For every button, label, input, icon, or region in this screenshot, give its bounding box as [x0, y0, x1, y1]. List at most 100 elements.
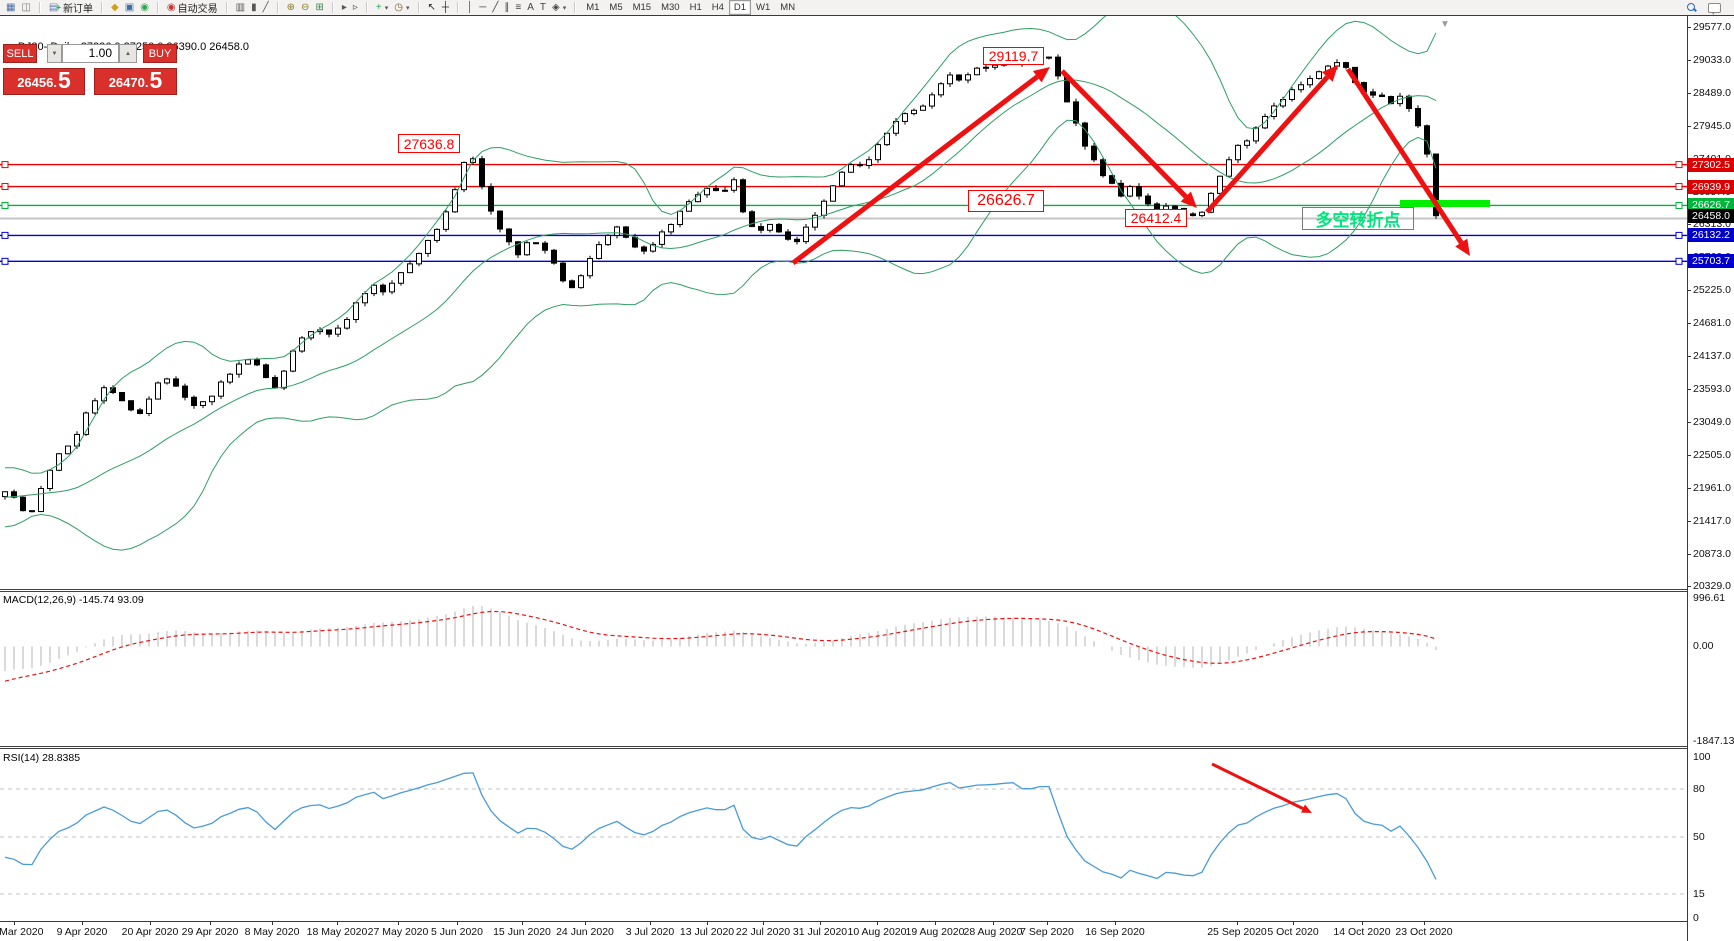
- zoom-in-icon[interactable]: ⊕: [284, 1, 298, 14]
- bull-bear-turning-point-label[interactable]: 多空转折点: [1302, 207, 1414, 230]
- new-chart-icon[interactable]: ▦: [3, 1, 18, 14]
- price-level-badge[interactable]: 27302.5: [1688, 157, 1734, 172]
- crosshair-icon[interactable]: ┼: [439, 1, 452, 14]
- date-axis-tick: [877, 922, 878, 925]
- price-pane[interactable]: [0, 16, 1687, 590]
- support-highlight-zone[interactable]: [1400, 200, 1490, 207]
- candle-body: [173, 378, 179, 387]
- trend-arrow-line[interactable]: [1205, 75, 1330, 214]
- buy-button[interactable]: BUY: [143, 44, 177, 63]
- timeframe-m1[interactable]: M1: [586, 2, 600, 13]
- shapes-icon[interactable]: ◈ ▾: [549, 1, 569, 14]
- sell-button[interactable]: SELL: [3, 44, 37, 63]
- horizontal-line-icon[interactable]: ─: [476, 1, 489, 14]
- line-handle-right[interactable]: [1675, 183, 1683, 191]
- zoom-out-icon[interactable]: ⊖: [298, 1, 312, 14]
- price-annotation[interactable]: 27636.8: [398, 134, 460, 153]
- line-handle-right[interactable]: [1675, 201, 1683, 209]
- add-indicator-icon-caret[interactable]: ▾: [384, 4, 389, 12]
- pane-divider-macd[interactable]: [0, 589, 1687, 592]
- auto-scroll-icon[interactable]: ▸: [339, 1, 350, 14]
- line-chart-icon[interactable]: ╱: [260, 1, 272, 14]
- price-level-badge[interactable]: 25703.7: [1688, 254, 1734, 269]
- line-handle-left[interactable]: [1, 183, 9, 191]
- volume-increase-button[interactable]: ▲: [119, 44, 137, 63]
- candle-body: [1091, 145, 1097, 161]
- timeframe-m5[interactable]: M5: [609, 2, 623, 13]
- price-annotation[interactable]: 29119.7: [983, 47, 1044, 65]
- candle-body: [785, 231, 791, 240]
- channel-icon[interactable]: ∥: [501, 1, 512, 14]
- timeframe-w1[interactable]: W1: [756, 2, 771, 13]
- search-icon[interactable]: [1687, 3, 1696, 12]
- trend-arrow-line[interactable]: [1345, 67, 1464, 244]
- date-axis-label: 28 Aug 2020: [963, 926, 1023, 938]
- timeframe-d1[interactable]: D1: [728, 0, 752, 15]
- label-icon[interactable]: T: [537, 1, 549, 14]
- trend-arrow-line[interactable]: [1060, 69, 1188, 199]
- timeframe-m30[interactable]: M30: [661, 2, 680, 13]
- metaeditor-icon[interactable]: ◆: [108, 1, 122, 14]
- cursor-icon[interactable]: ↖: [425, 1, 439, 14]
- buy-price-display[interactable]: 26470. 5: [94, 68, 177, 95]
- candle-body: [758, 226, 764, 231]
- timeframe-mn[interactable]: MN: [780, 2, 796, 13]
- date-axis-label: 25 Sep 2020: [1207, 926, 1267, 938]
- autotrading-button[interactable]: ◉ 自动交易: [164, 1, 221, 15]
- add-indicator-icon[interactable]: + ▾: [373, 1, 391, 14]
- line-handle-right[interactable]: [1675, 161, 1683, 169]
- volume-decrease-button[interactable]: ▼: [47, 44, 62, 63]
- toolbar-group: ▥ ▮ ╱: [230, 0, 275, 15]
- timeframe-h1[interactable]: H1: [689, 2, 702, 13]
- shapes-icon-caret[interactable]: ▾: [562, 4, 567, 12]
- line-handle-left[interactable]: [1, 257, 9, 265]
- candle-body: [1100, 159, 1106, 177]
- macd-signal-line: [4, 610, 1437, 682]
- candle-body: [911, 109, 917, 115]
- candle-body: [1235, 144, 1241, 161]
- timeframe-h4[interactable]: H4: [711, 2, 724, 13]
- line-handle-right[interactable]: [1675, 257, 1683, 265]
- chart-shift-icon[interactable]: ▹: [350, 1, 361, 14]
- candlestick-chart-icon[interactable]: ▮: [248, 1, 260, 14]
- bar-chart-icon[interactable]: ▥: [233, 1, 248, 14]
- line-chart-icon: ╱: [262, 2, 269, 13]
- text-icon[interactable]: A: [524, 1, 537, 14]
- toolbar-right-group: [1684, 0, 1734, 15]
- horizontal-line-icon: ─: [479, 2, 487, 13]
- chart-shift-marker[interactable]: ▼: [1440, 19, 1450, 30]
- vertical-line-icon[interactable]: │: [464, 1, 476, 14]
- fibonacci-icon[interactable]: ≡: [512, 1, 524, 14]
- new-order-button[interactable]: ▤ + 新订单: [46, 1, 96, 15]
- sell-price-display[interactable]: 26456. 5: [3, 68, 85, 95]
- tile-windows-icon[interactable]: ⊞: [312, 1, 326, 14]
- macd-pane[interactable]: [0, 593, 1687, 747]
- price-annotation[interactable]: 26626.7: [968, 190, 1044, 212]
- price-axis-strip[interactable]: 29577.029033.028489.027945.027401.026857…: [1687, 16, 1734, 941]
- line-handle-right[interactable]: [1675, 231, 1683, 239]
- pane-divider-rsi[interactable]: [0, 746, 1687, 749]
- price-level-badge[interactable]: 26939.9: [1688, 179, 1734, 194]
- rsi-pane[interactable]: [0, 750, 1687, 921]
- trend-arrow-line[interactable]: [791, 74, 1039, 265]
- price-annotation[interactable]: 26412.4: [1125, 209, 1187, 227]
- signal-icon[interactable]: ◉: [137, 1, 152, 14]
- trend-arrow-line[interactable]: [1211, 762, 1304, 810]
- line-handle-left[interactable]: [1, 231, 9, 239]
- price-level-badge[interactable]: 26132.2: [1688, 228, 1734, 243]
- candle-body: [506, 228, 512, 243]
- timeframe-m15[interactable]: M15: [632, 2, 652, 13]
- toolbar: ▦ ◫ ▤ + 新订单 ◆ ▣ ◉ ◉ 自动交易 ▥ ▮ ╱ ⊕ ⊖ ⊞ ▸ ▹ + ▾ ◷ ▾ ↖ ┼ │ ─ ╱ ∥ ≡ A T ◈ ▾ M1…: [0, 0, 1734, 15]
- market-watch-icon[interactable]: ▣: [122, 1, 137, 14]
- period-icon-caret[interactable]: ▾: [405, 4, 410, 12]
- price-axis-tick: [1688, 323, 1691, 325]
- line-handle-left[interactable]: [1, 201, 9, 209]
- period-icon[interactable]: ◷ ▾: [391, 1, 412, 14]
- volume-input[interactable]: 1.00: [62, 44, 119, 63]
- chat-icon[interactable]: [1708, 2, 1721, 15]
- trendline-icon[interactable]: ╱: [489, 1, 501, 14]
- line-handle-left[interactable]: [1, 161, 9, 169]
- chart-profiles-icon[interactable]: ◫: [18, 1, 33, 14]
- date-axis-label: 22 Jul 2020: [735, 926, 791, 938]
